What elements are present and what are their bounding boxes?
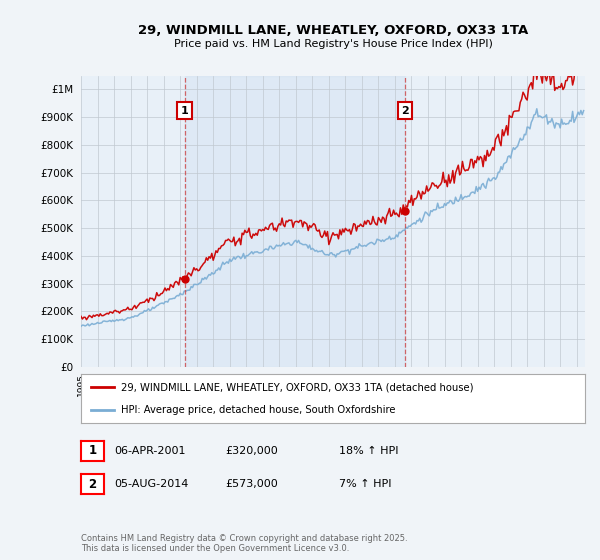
Text: 2: 2 [88, 478, 97, 491]
Text: £573,000: £573,000 [225, 479, 278, 489]
Text: 18% ↑ HPI: 18% ↑ HPI [339, 446, 398, 456]
Text: HPI: Average price, detached house, South Oxfordshire: HPI: Average price, detached house, Sout… [121, 405, 396, 416]
Text: 2: 2 [401, 105, 409, 115]
Text: 29, WINDMILL LANE, WHEATLEY, OXFORD, OX33 1TA (detached house): 29, WINDMILL LANE, WHEATLEY, OXFORD, OX3… [121, 382, 474, 393]
Text: 29, WINDMILL LANE, WHEATLEY, OXFORD, OX33 1TA: 29, WINDMILL LANE, WHEATLEY, OXFORD, OX3… [138, 24, 528, 37]
Text: 1: 1 [181, 105, 188, 115]
Text: £320,000: £320,000 [225, 446, 278, 456]
Text: Contains HM Land Registry data © Crown copyright and database right 2025.
This d: Contains HM Land Registry data © Crown c… [81, 534, 407, 553]
Text: 05-AUG-2014: 05-AUG-2014 [114, 479, 188, 489]
Text: 1: 1 [88, 444, 97, 458]
Text: Price paid vs. HM Land Registry's House Price Index (HPI): Price paid vs. HM Land Registry's House … [173, 39, 493, 49]
Text: 7% ↑ HPI: 7% ↑ HPI [339, 479, 391, 489]
Text: 06-APR-2001: 06-APR-2001 [114, 446, 185, 456]
Bar [185, 76, 405, 367]
